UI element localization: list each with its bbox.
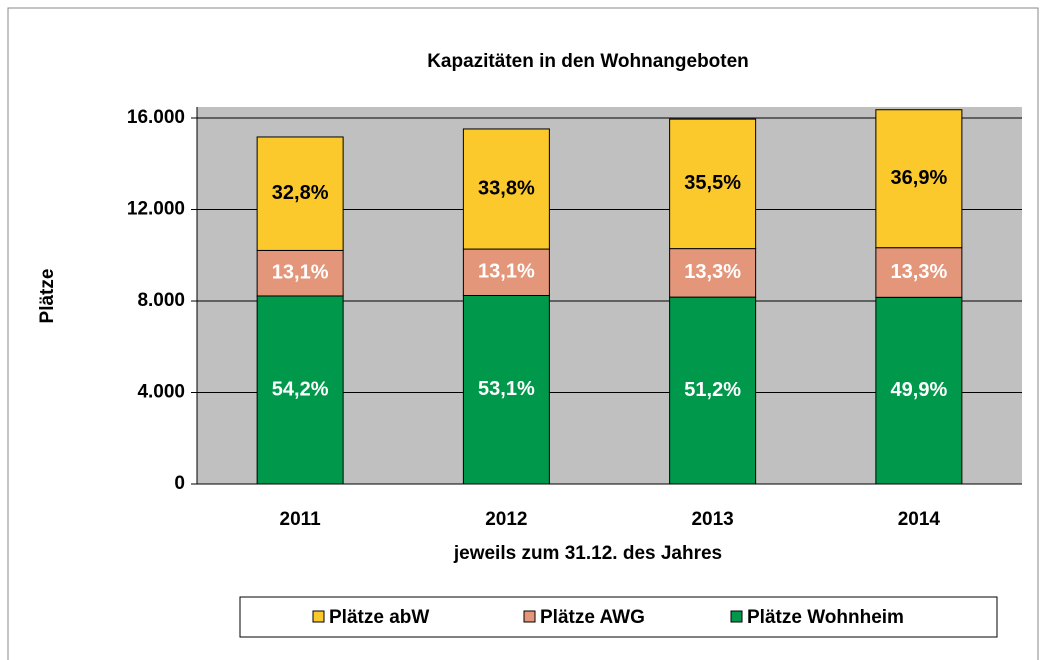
bar-segment — [256, 136, 344, 251]
legend-label: Plätze AWG — [540, 607, 645, 628]
y-tick-label: 8.000 — [137, 290, 185, 311]
bar-segment — [669, 118, 757, 250]
chart-title: Kapazitäten in den Wohnangeboten — [427, 51, 749, 72]
share-label: 35,5% — [684, 172, 741, 194]
share-label: 51,2% — [684, 379, 741, 401]
y-tick-label: 12.000 — [127, 199, 185, 220]
x-tick-label: 2012 — [485, 509, 527, 530]
legend-label: Plätze abW — [329, 607, 429, 628]
bar-segment — [462, 128, 550, 250]
legend-swatch — [730, 610, 743, 623]
legend-label: Plätze Wohnheim — [747, 607, 904, 628]
y-tick-label: 0 — [174, 473, 185, 494]
share-label: 53,1% — [478, 378, 535, 400]
x-tick-label: 2011 — [280, 509, 322, 530]
legend-swatch — [312, 610, 325, 623]
bar-segment — [462, 295, 550, 485]
bar-segment — [875, 109, 963, 249]
legend-swatch — [523, 610, 536, 623]
x-tick-label: 2013 — [691, 509, 733, 530]
bar-segment — [462, 248, 550, 296]
share-label: 33,8% — [478, 177, 535, 199]
share-label: 32,8% — [272, 182, 329, 204]
x-axis-label: jeweils zum 31.12. des Jahres — [453, 543, 722, 564]
bar-segment — [256, 249, 344, 297]
y-axis-label: Plätze — [37, 269, 58, 324]
bar-segment — [669, 248, 757, 298]
share-label: 49,9% — [891, 379, 948, 401]
y-tick-label: 4.000 — [137, 382, 185, 403]
share-label: 13,1% — [272, 261, 329, 283]
x-tick-label: 2014 — [898, 509, 941, 530]
legend — [239, 596, 998, 638]
share-label: 54,2% — [272, 378, 329, 400]
bar-segment — [875, 247, 963, 298]
bar-segment — [875, 296, 963, 485]
bar-segment — [256, 295, 344, 485]
share-label: 13,3% — [891, 261, 948, 283]
share-label: 13,3% — [684, 261, 741, 283]
bar-segment — [669, 296, 757, 485]
share-label: 13,1% — [478, 261, 535, 283]
share-label: 36,9% — [891, 167, 948, 189]
y-tick-label: 16.000 — [127, 107, 185, 128]
